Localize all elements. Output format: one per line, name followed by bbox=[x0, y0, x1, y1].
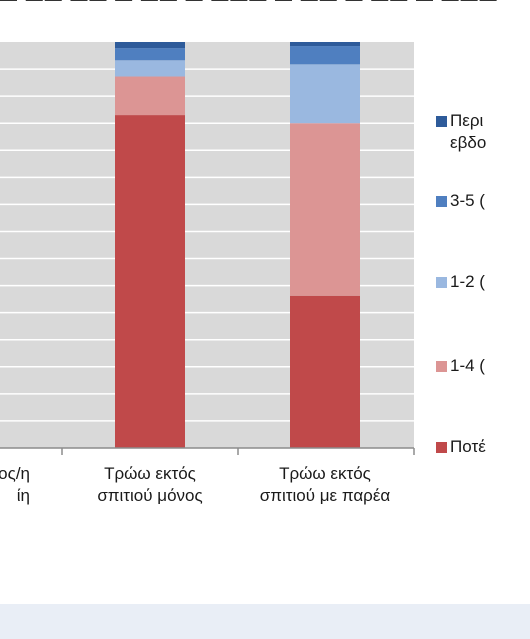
bar-segment-2-3 bbox=[290, 46, 360, 65]
legend-label: 1-2 ( bbox=[450, 272, 485, 291]
legend-item: Ποτέ bbox=[436, 436, 486, 458]
bar-segment-2-4 bbox=[290, 42, 360, 47]
x-axis bbox=[0, 447, 415, 455]
legend-label: Περι εβδο bbox=[450, 111, 487, 152]
bottom-band bbox=[0, 604, 530, 639]
bar-segment-1-4 bbox=[115, 42, 185, 49]
x-tick-label: ος/η ίη bbox=[0, 464, 30, 505]
bar-segment-1-0 bbox=[115, 115, 185, 448]
bar-segment-1-1 bbox=[115, 76, 185, 116]
bar-segment-1-2 bbox=[115, 60, 185, 77]
legend-swatch bbox=[436, 196, 447, 207]
legend-swatch bbox=[436, 116, 447, 127]
bar-segment-2-0 bbox=[290, 295, 360, 448]
legend-item: 3-5 ( bbox=[436, 190, 485, 212]
cropped-title-strip: ▬ ▬▬ ▬▬ ▬ ▬▬ ▬ ▬▬▬ ▬ ▬▬ ▬ ▬▬ ▬ ▬▬▬ bbox=[0, 0, 530, 6]
bar-segment-1-3 bbox=[115, 48, 185, 61]
bar-segment-2-2 bbox=[290, 64, 360, 124]
legend-item: Περι εβδο bbox=[436, 110, 486, 154]
legend-item: 1-4 ( bbox=[436, 355, 485, 377]
legend-swatch bbox=[436, 361, 447, 372]
x-tick-label: Τρώω εκτός σπιτιού μόνος bbox=[97, 464, 203, 505]
bar-segment-2-1 bbox=[290, 123, 360, 296]
legend-label: 3-5 ( bbox=[450, 191, 485, 210]
legend-label: 1-4 ( bbox=[450, 356, 485, 375]
bar-segments bbox=[115, 42, 360, 448]
legend-swatch bbox=[436, 442, 447, 453]
legend-swatch bbox=[436, 277, 447, 288]
legend-label: Ποτέ bbox=[450, 437, 486, 456]
x-tick-label: Τρώω εκτός σπιτιού με παρέα bbox=[259, 464, 391, 505]
legend-item: 1-2 ( bbox=[436, 271, 485, 293]
